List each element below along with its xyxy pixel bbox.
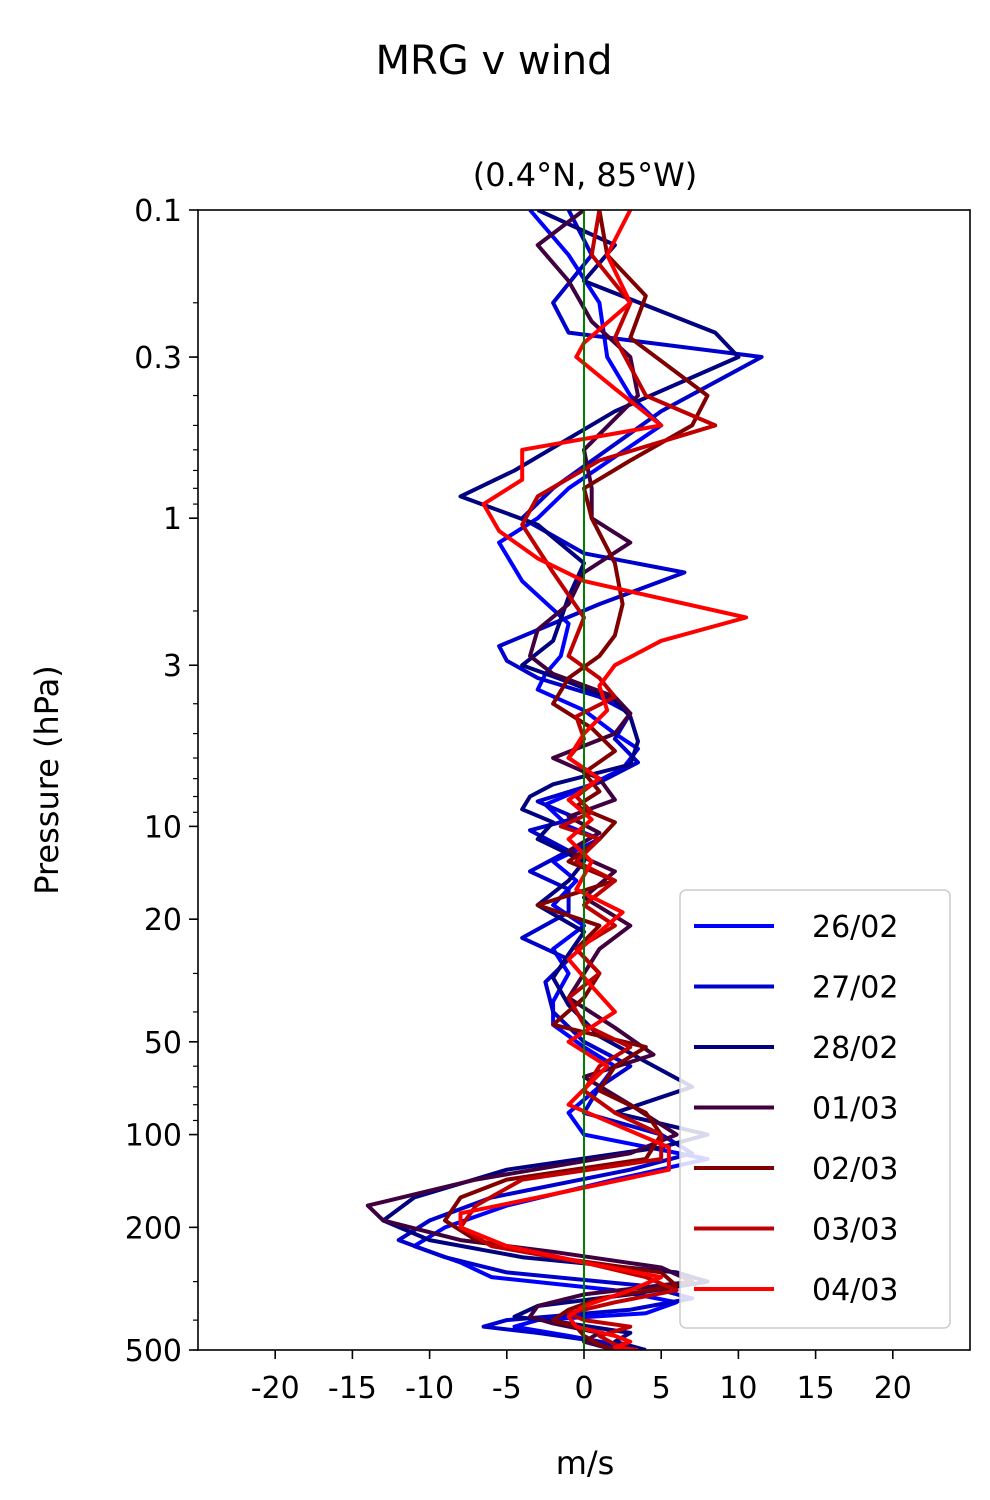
y-tick-label: 500 <box>125 1334 182 1369</box>
y-tick-label: 0.1 <box>134 194 182 229</box>
x-axis-label: m/s <box>556 1444 615 1482</box>
x-tick-label: 0 <box>574 1371 593 1406</box>
legend-label: 28/02 <box>812 1031 898 1066</box>
x-tick-label: 20 <box>874 1371 912 1406</box>
y-tick-label: 200 <box>125 1211 182 1246</box>
x-tick-label: -15 <box>328 1371 377 1406</box>
legend: 26/02 27/02 28/02 01/03 02/03 03/03 04/03 <box>679 889 951 1329</box>
y-axis-label: Pressure (hPa) <box>28 665 66 895</box>
y-tick-label: 1 <box>163 502 182 537</box>
x-tick-label: -10 <box>405 1371 454 1406</box>
x-ticks: -20 -15 -10 -5 0 5 10 15 20 <box>251 1350 912 1406</box>
x-tick-label: -5 <box>492 1371 522 1406</box>
legend-label: 03/03 <box>812 1213 898 1248</box>
y-tick-label: 10 <box>144 810 182 845</box>
series-line-0 <box>412 210 710 1350</box>
legend-label: 01/03 <box>812 1092 898 1127</box>
y-tick-label: 3 <box>163 649 182 684</box>
series-layer <box>365 210 764 1350</box>
x-tick-label: 15 <box>797 1371 835 1406</box>
x-tick-label: -20 <box>251 1371 300 1406</box>
y-tick-label: 20 <box>144 903 182 938</box>
legend-label: 27/02 <box>812 971 898 1006</box>
y-ticks: 0.1 0.3 1 3 10 20 50 100 200 500 <box>125 194 198 1369</box>
x-tick-label: 5 <box>652 1371 671 1406</box>
y-tick-label: 0.3 <box>134 341 182 376</box>
y-tick-label: 100 <box>125 1119 182 1154</box>
legend-label: 02/03 <box>812 1152 898 1187</box>
y-tick-label: 50 <box>144 1026 182 1061</box>
legend-label: 26/02 <box>812 910 898 945</box>
chart-subtitle: (0.4°N, 85°W) <box>473 156 698 194</box>
plot-area <box>365 210 764 1350</box>
series-line-4 <box>443 210 710 1350</box>
chart-title: MRG v wind <box>376 38 613 84</box>
x-tick-label: 10 <box>719 1371 757 1406</box>
legend-label: 04/03 <box>812 1273 898 1308</box>
legend-box <box>679 889 951 1329</box>
series-line-5 <box>458 210 718 1350</box>
series-line-1 <box>396 210 764 1350</box>
